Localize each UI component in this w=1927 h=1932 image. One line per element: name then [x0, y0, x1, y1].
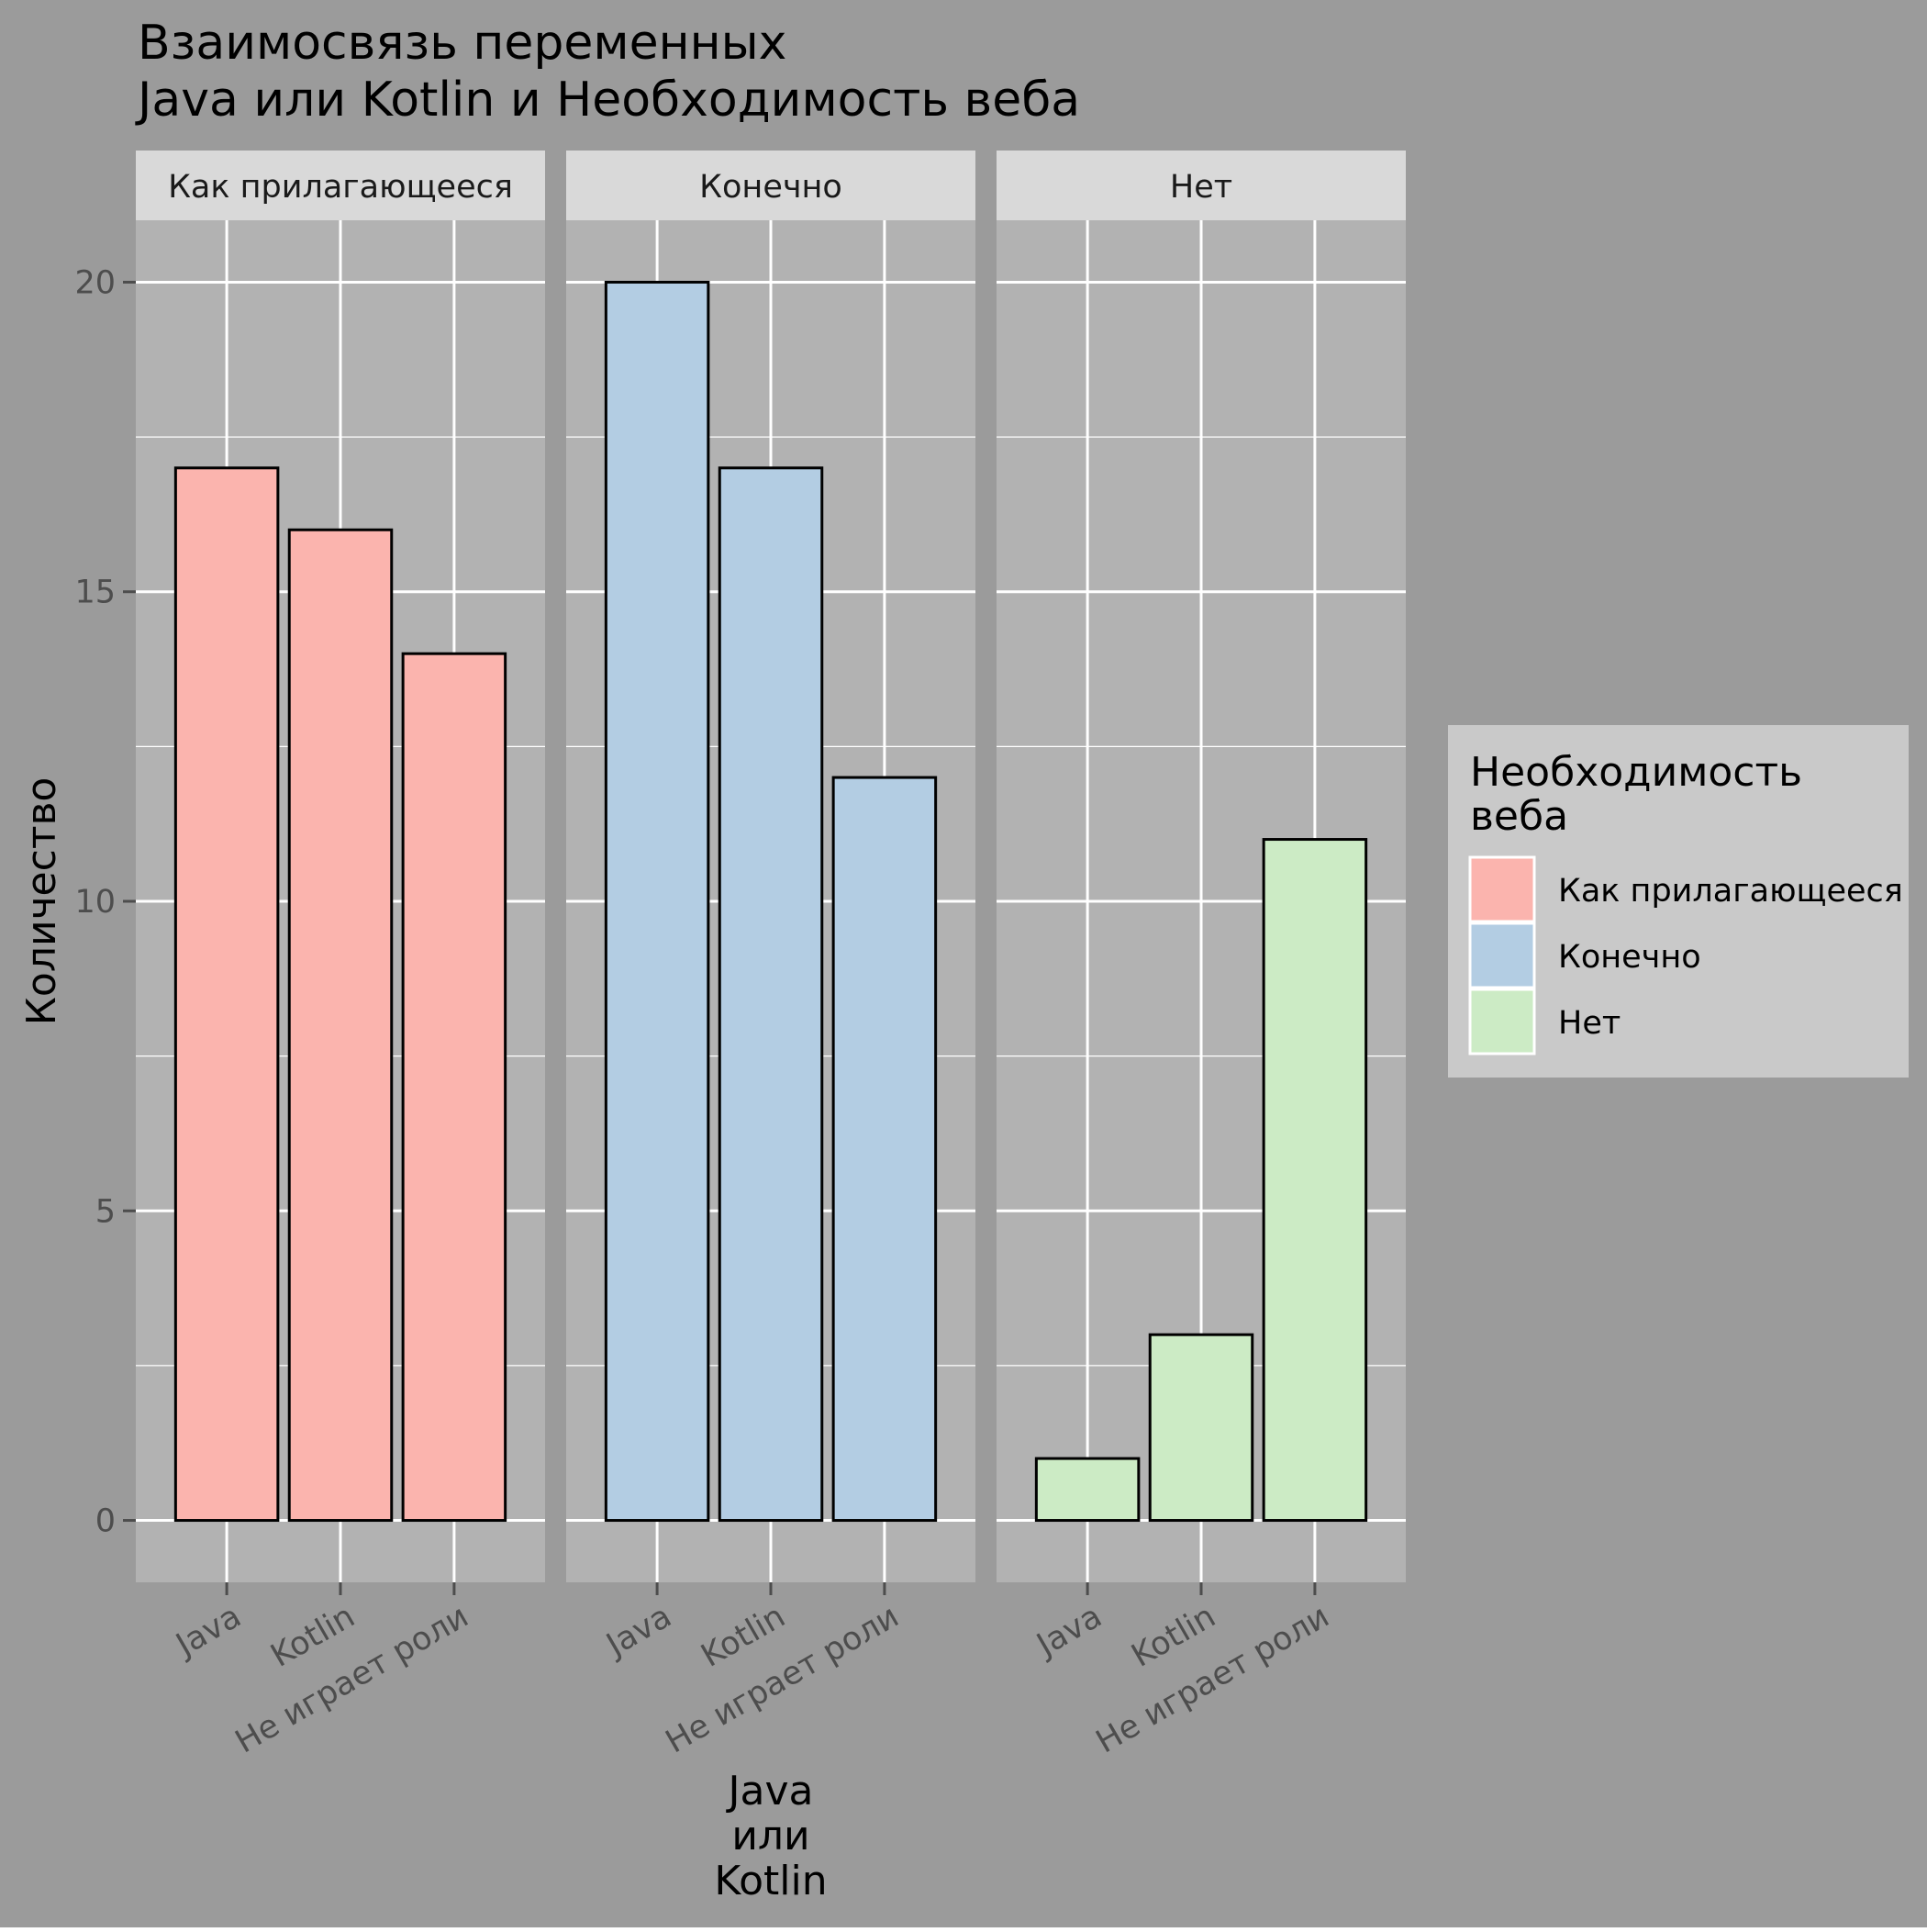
chart-title-line-1: Взаимосвязь переменных [138, 16, 786, 71]
x-axis-label-line: Java [726, 1768, 814, 1815]
legend-title-line: Необходимость [1470, 749, 1802, 796]
facet-strip-label: Нет [1170, 169, 1232, 206]
bar [1148, 1333, 1254, 1523]
bar [401, 652, 507, 1523]
bar [718, 466, 824, 1523]
legend-item-label: Как прилагающееся [1558, 873, 1903, 910]
chart-title-line-2: Java или Kotlin и Необходимость веба [135, 73, 1080, 128]
bar [831, 776, 938, 1523]
y-axis-label: Количество [18, 777, 65, 1026]
y-tick-label: 20 [74, 264, 116, 301]
y-tick-label: 5 [95, 1193, 116, 1230]
facet-strip [997, 151, 1406, 220]
x-axis-label-line: Kotlin [714, 1858, 827, 1904]
legend-title-line: веба [1470, 793, 1568, 840]
x-axis-label-line: или [731, 1813, 809, 1859]
bar [1262, 838, 1368, 1523]
bar [1034, 1457, 1141, 1523]
legend-key [1468, 855, 1536, 923]
y-tick-label: 0 [95, 1503, 116, 1540]
legend-item-label: Конечно [1558, 939, 1701, 976]
facet-strip [566, 151, 975, 220]
legend-key [1468, 921, 1536, 989]
bar [604, 280, 710, 1523]
facet-strip-label: Конечно [699, 169, 842, 206]
y-tick-label: 15 [74, 575, 116, 611]
bar [173, 466, 280, 1523]
facet-strip [136, 151, 545, 220]
facet-strip-label: Как прилагающееся [168, 169, 513, 206]
bar [287, 528, 394, 1523]
y-tick-label: 10 [74, 884, 116, 921]
legend-item-label: Нет [1558, 1005, 1621, 1042]
legend-key [1468, 988, 1536, 1055]
